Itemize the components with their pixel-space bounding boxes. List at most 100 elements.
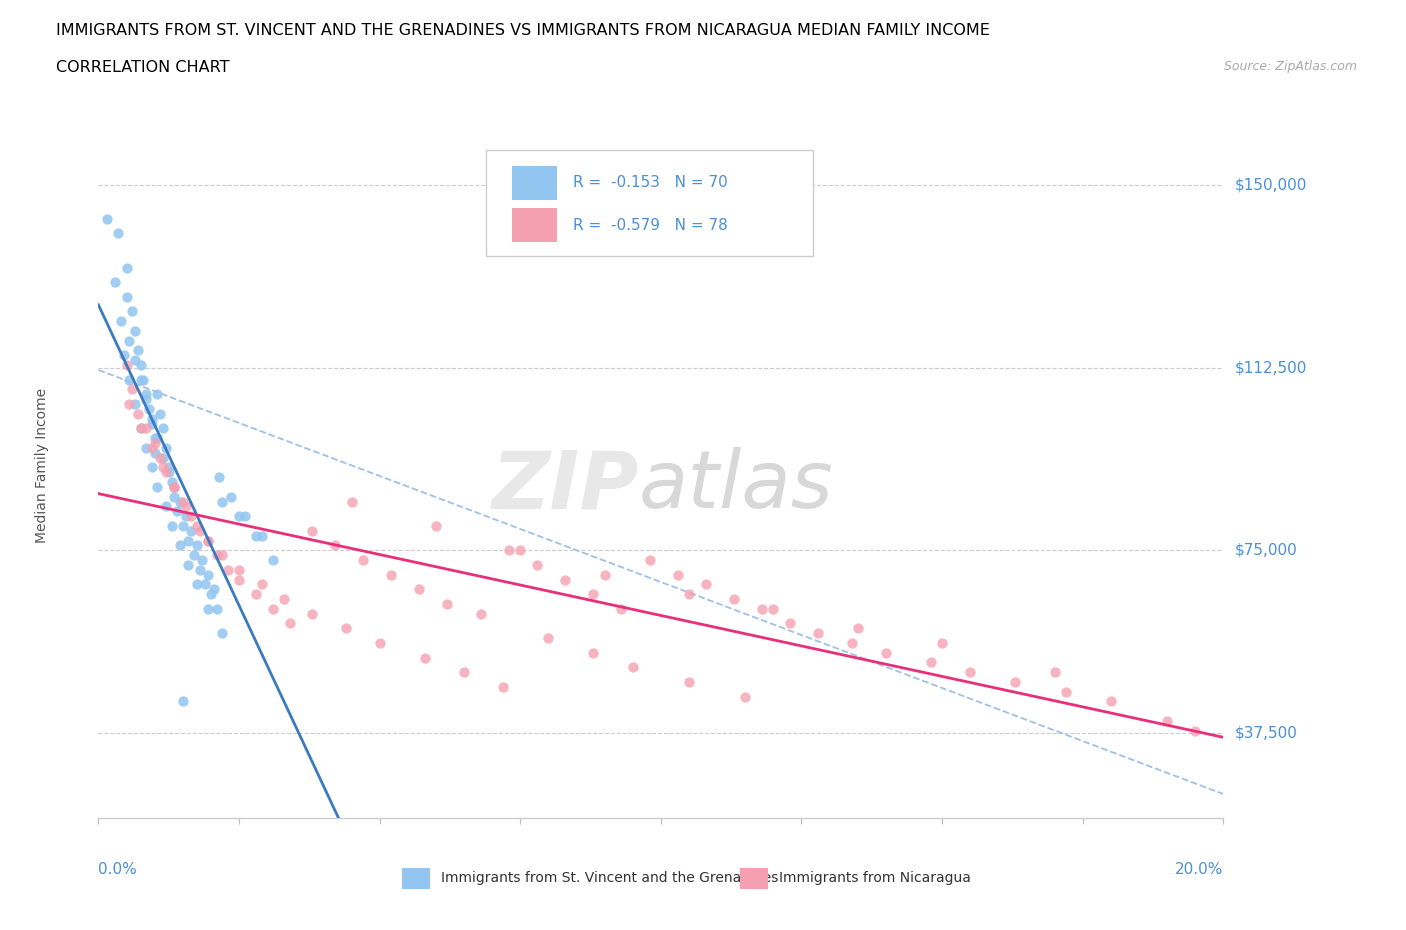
FancyBboxPatch shape (486, 151, 813, 257)
Point (135, 392, 157, 406)
Point (104, 274, 127, 289)
Point (107, 226, 129, 241)
Point (233, 509, 256, 524)
Point (163, 489, 186, 504)
Point (1099, 694, 1122, 709)
Point (470, 606, 492, 621)
Point (408, 582, 430, 597)
Point (129, 358, 152, 373)
Point (931, 635, 953, 650)
Point (163, 480, 186, 495)
Point (121, 304, 143, 319)
Text: 0.0%: 0.0% (98, 862, 138, 877)
Point (723, 591, 745, 606)
Point (197, 567, 219, 582)
Point (380, 567, 402, 582)
Point (638, 552, 661, 567)
Point (228, 509, 250, 524)
Point (751, 602, 773, 617)
Point (352, 552, 374, 567)
Point (197, 602, 219, 617)
Point (211, 548, 233, 563)
Bar (512, 208, 557, 243)
Point (368, 635, 391, 650)
Point (138, 402, 160, 417)
Point (219, 489, 242, 504)
Point (841, 635, 863, 650)
Point (807, 626, 830, 641)
Point (413, 650, 436, 665)
Point (582, 645, 605, 660)
Point (115, 358, 138, 373)
Point (146, 431, 169, 445)
Point (197, 533, 219, 548)
Point (678, 587, 700, 602)
Point (169, 538, 191, 552)
Point (200, 587, 222, 602)
Point (129, 421, 152, 436)
Text: Source: ZipAtlas.com: Source: ZipAtlas.com (1223, 60, 1357, 73)
Point (169, 494, 191, 509)
Point (118, 396, 141, 411)
Point (301, 524, 323, 538)
Point (110, 313, 132, 328)
Point (155, 465, 177, 480)
Point (208, 470, 231, 485)
Point (262, 602, 284, 617)
Text: 20.0%: 20.0% (1175, 862, 1223, 877)
Text: Median Family Income: Median Family Income (35, 388, 49, 542)
Point (152, 421, 174, 436)
Point (846, 621, 869, 636)
Point (146, 387, 169, 402)
Point (593, 567, 616, 582)
Bar (512, 166, 557, 200)
Point (666, 567, 689, 582)
Point (132, 372, 155, 387)
Point (1184, 724, 1206, 738)
Point (96, 211, 118, 226)
Text: $37,500: $37,500 (1234, 725, 1298, 740)
Point (143, 445, 166, 460)
Point (1156, 713, 1178, 728)
Text: IMMIGRANTS FROM ST. VINCENT AND THE GRENADINES VS IMMIGRANTS FROM NICARAGUA MEDI: IMMIGRANTS FROM ST. VINCENT AND THE GREN… (56, 23, 990, 38)
Point (301, 606, 323, 621)
Point (149, 450, 172, 465)
Point (118, 333, 141, 348)
Point (163, 480, 186, 495)
Point (191, 552, 214, 567)
Point (762, 602, 785, 617)
Text: $112,500: $112,500 (1234, 360, 1306, 375)
Point (160, 519, 183, 534)
Point (678, 674, 700, 689)
Point (172, 694, 194, 709)
Point (177, 557, 200, 572)
Point (112, 348, 135, 363)
Point (205, 602, 228, 617)
Point (188, 524, 211, 538)
Point (135, 421, 157, 436)
Bar (402, 868, 430, 889)
Point (149, 406, 172, 421)
Point (152, 450, 174, 465)
Point (127, 343, 149, 358)
Point (141, 460, 163, 475)
Point (155, 499, 177, 514)
Point (509, 543, 531, 558)
Point (245, 587, 267, 602)
Point (141, 441, 163, 456)
Text: R =  -0.579   N = 78: R = -0.579 N = 78 (574, 218, 728, 232)
Point (124, 352, 146, 367)
Point (436, 596, 458, 611)
Point (194, 577, 217, 591)
Point (250, 528, 273, 543)
Point (186, 538, 208, 552)
Point (135, 441, 157, 456)
Point (425, 519, 447, 534)
Point (1004, 674, 1026, 689)
Point (177, 533, 200, 548)
Point (121, 382, 143, 397)
Point (1043, 665, 1066, 680)
Point (211, 494, 233, 509)
Text: $150,000: $150,000 (1234, 178, 1306, 193)
Point (180, 524, 202, 538)
